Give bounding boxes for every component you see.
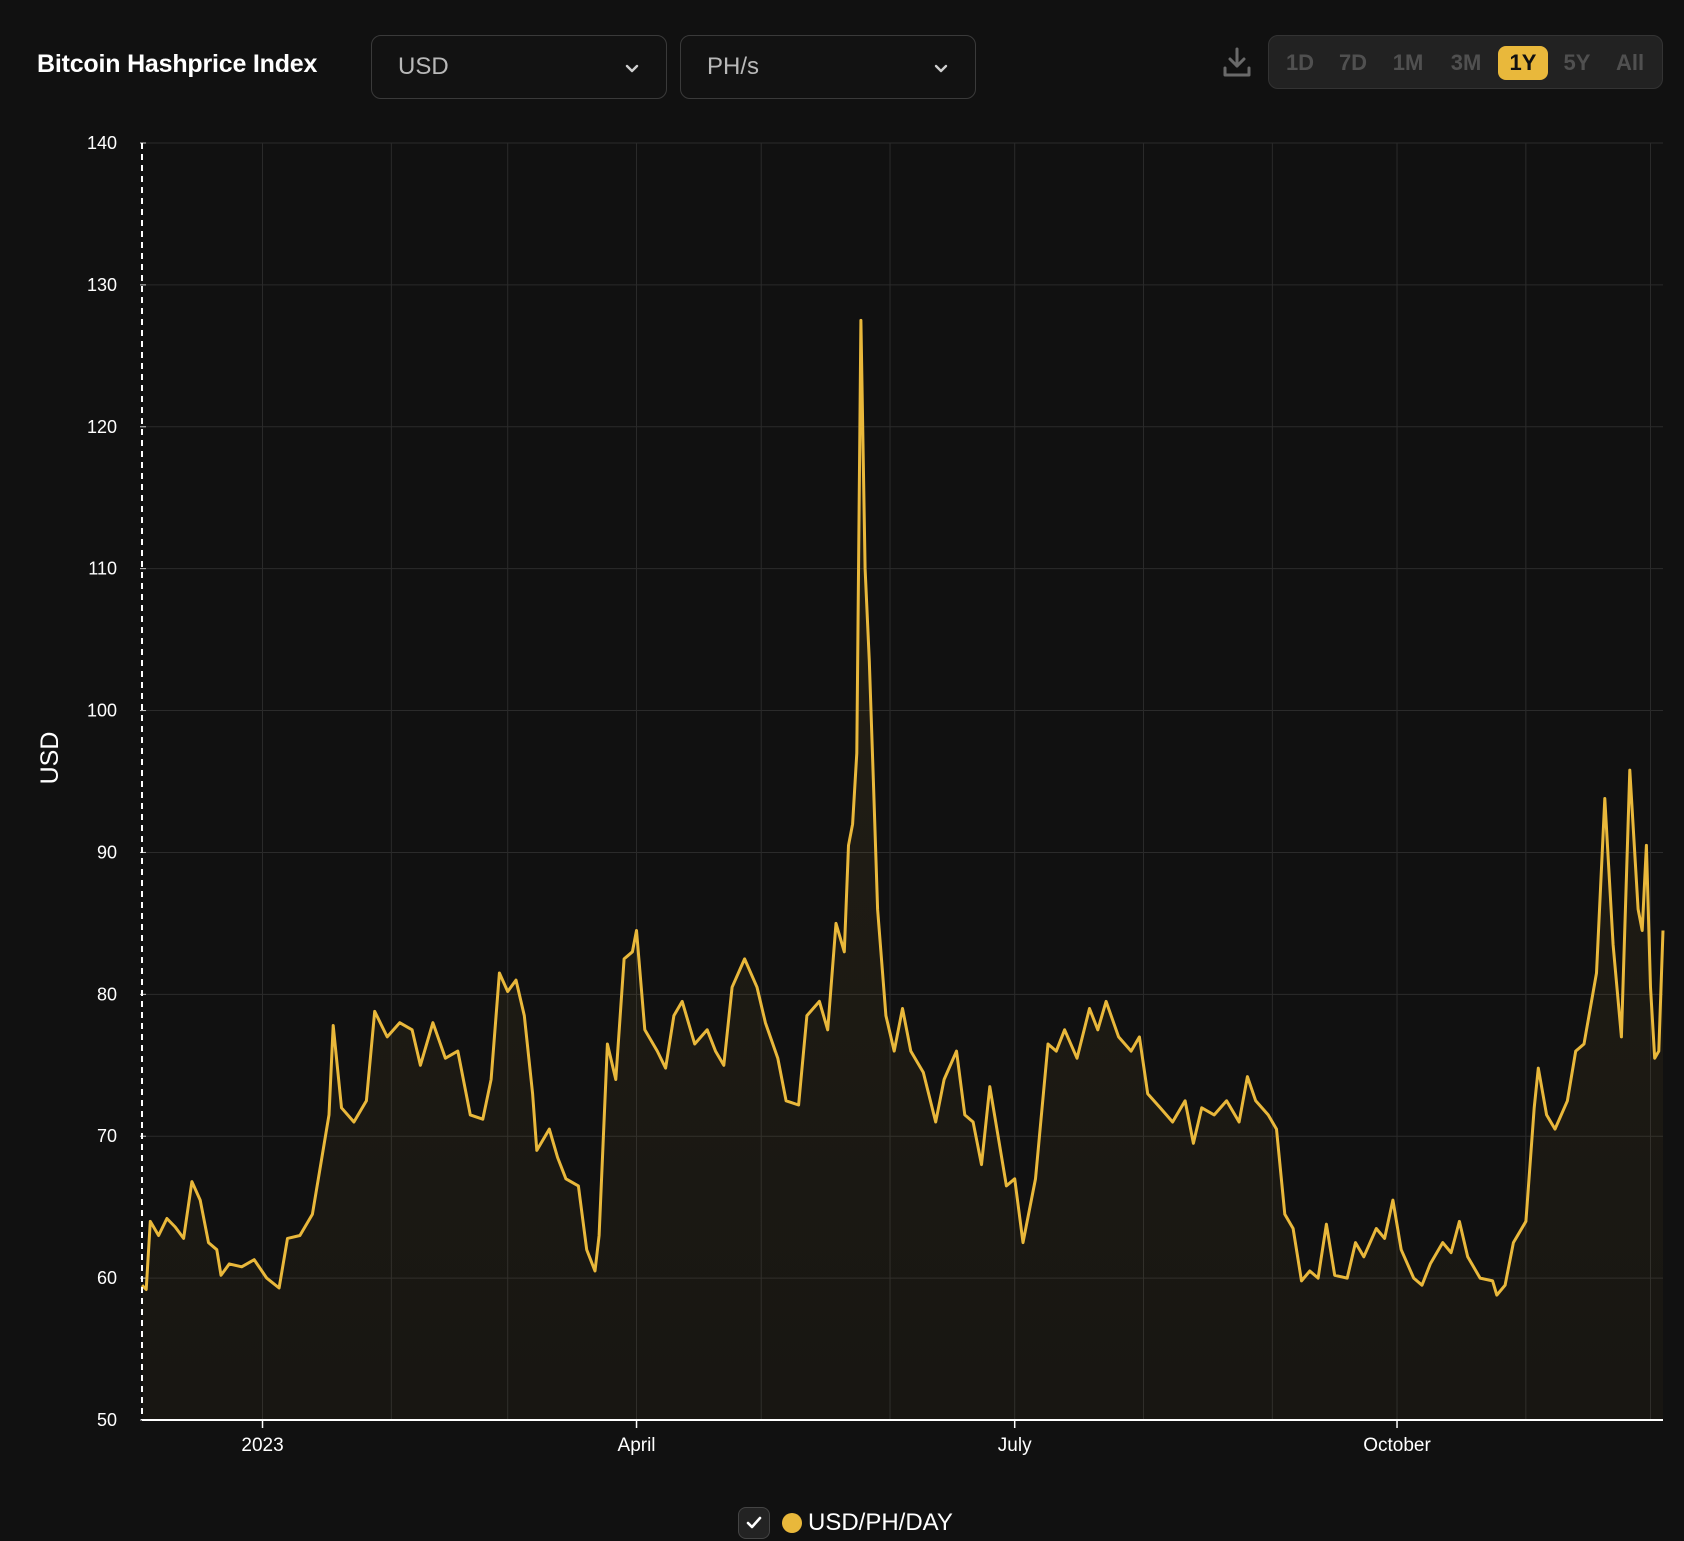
range-button-5y[interactable]: 5Y bbox=[1563, 50, 1591, 75]
unit-select-value: PH/s bbox=[707, 53, 760, 80]
y-tick-label: 50 bbox=[97, 1410, 117, 1430]
chevron-down-icon bbox=[625, 64, 639, 73]
x-tick-label: October bbox=[1363, 1435, 1431, 1456]
y-axis-label: USD bbox=[36, 732, 64, 785]
range-selector: 1D 7D 1M 3M 1Y 5Y All bbox=[1268, 35, 1663, 89]
y-tick-label: 70 bbox=[97, 1126, 117, 1146]
range-button-all[interactable]: All bbox=[1615, 50, 1645, 75]
legend-label: USD/PH/DAY bbox=[808, 1509, 953, 1536]
range-button-7d[interactable]: 7D bbox=[1338, 50, 1368, 75]
download-icon[interactable] bbox=[1222, 46, 1252, 78]
y-tick-label: 90 bbox=[97, 842, 117, 862]
range-button-3m[interactable]: 3M bbox=[1450, 50, 1482, 75]
legend-checkbox[interactable] bbox=[738, 1507, 770, 1539]
unit-select[interactable]: PH/s bbox=[680, 35, 976, 99]
y-tick-label: 110 bbox=[88, 559, 117, 579]
x-tick-label: April bbox=[618, 1435, 656, 1456]
y-tick-label: 80 bbox=[97, 984, 117, 1004]
check-icon bbox=[746, 1516, 762, 1529]
hashprice-chart: 50 60 70 80 90 100 110 120 130 140 2023 April July O… bbox=[36, 133, 1665, 1456]
chevron-down-icon bbox=[934, 64, 948, 73]
series-area bbox=[142, 320, 1663, 1420]
page-title: Bitcoin Hashprice Index bbox=[37, 50, 318, 78]
y-tick-label: 60 bbox=[97, 1268, 117, 1288]
y-tick-label: 100 bbox=[87, 701, 117, 721]
currency-select[interactable]: USD bbox=[371, 35, 667, 99]
range-button-1y[interactable]: 1Y bbox=[1498, 46, 1548, 80]
legend-swatch bbox=[782, 1513, 802, 1533]
y-tick-label: 130 bbox=[87, 275, 117, 295]
y-tick-label: 140 bbox=[87, 133, 117, 153]
y-tick-label: 120 bbox=[87, 417, 117, 437]
range-button-1d[interactable]: 1D bbox=[1285, 50, 1315, 75]
x-tick-label: July bbox=[998, 1435, 1032, 1456]
x-tick-label: 2023 bbox=[241, 1435, 283, 1456]
currency-select-value: USD bbox=[398, 53, 449, 80]
header: Bitcoin Hashprice Index USD PH/s 1D 7D 1… bbox=[0, 0, 1684, 130]
legend: USD/PH/DAY bbox=[738, 1505, 953, 1541]
series-line bbox=[140, 318, 1665, 1297]
range-button-1m[interactable]: 1M bbox=[1392, 50, 1424, 75]
